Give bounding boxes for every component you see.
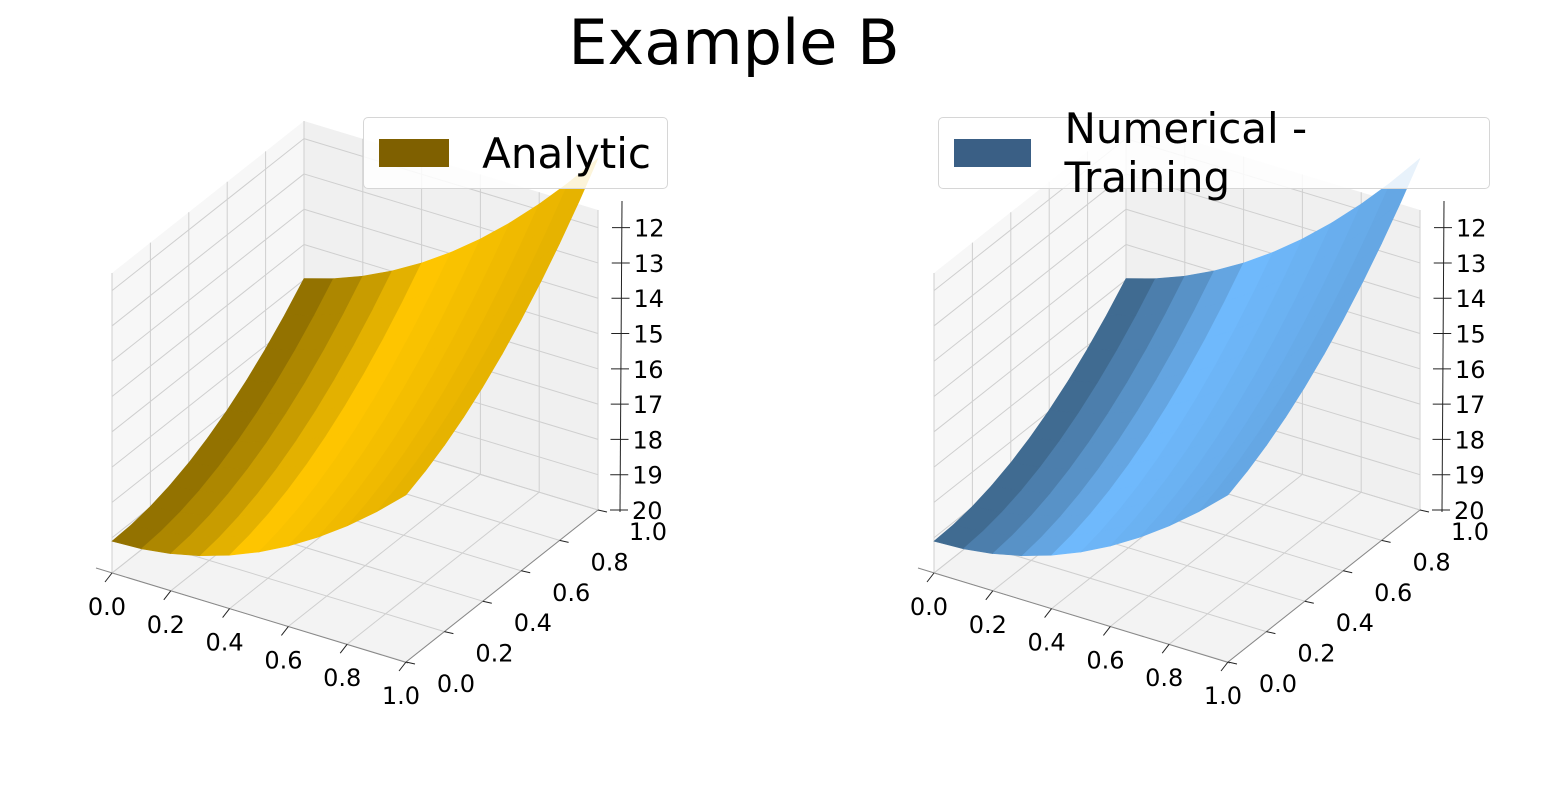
y-tick-label: 0.0 [1259,670,1297,698]
y-tick-label: 0.2 [1297,640,1335,668]
z-tick-label: 13 [634,250,665,278]
legend-label-analytic: Analytic [482,128,651,178]
legend-label-numerical: Numerical - Training [1064,104,1308,202]
y-tick-label: 0.2 [475,640,513,668]
surface-plot-numerical: 0.00.20.40.60.81.0 0.00.20.40.60.81.01213… [910,121,1489,710]
z-tick-label: 15 [1455,321,1486,349]
surface-plot-analytic: 0.00.20.40.60.81.0 0.00.20.40.60.81.01213… [88,121,667,710]
z-tick-label: 18 [1455,426,1486,454]
z-tick-label: 12 [1456,215,1487,243]
surface-patch [376,470,426,513]
legend-swatch-analytic [379,139,450,167]
surface-mesh [933,158,1421,557]
x-tick-label: 0.0 [88,593,126,621]
z-tick-label: 20 [632,497,663,525]
z-tick-label: 16 [1455,356,1486,384]
y-tick-label: 0.4 [1336,609,1374,637]
z-tick-label: 20 [1454,497,1485,525]
x-tick-label: 0.2 [147,611,185,639]
legend-numerical: Numerical - Training [938,104,1490,202]
z-tick-label: 13 [1456,250,1487,278]
x-tick-label: 0.6 [264,646,302,674]
legend-analytic: Analytic [363,117,668,189]
z-tick-label: 15 [633,321,664,349]
x-tick-label: 1.0 [1204,682,1242,710]
y-tick-label: 0.0 [437,670,475,698]
legend-swatch-numerical [954,139,1032,167]
z-tick-label: 19 [632,462,663,490]
z-tick-label: 18 [633,426,664,454]
y-tick-label: 0.6 [552,579,590,607]
x-tick-label: 0.2 [969,611,1007,639]
surface-mesh [111,158,599,557]
z-tick-label: 17 [1455,391,1486,419]
z-tick-label: 16 [633,356,664,384]
z-tick-label: 17 [633,391,664,419]
y-tick-label: 0.4 [514,609,552,637]
y-tick-label: 1.0 [629,518,667,546]
x-tick-label: 0.4 [206,629,244,657]
figure-title: Example B [568,6,900,79]
x-tick-label: 0.8 [323,664,361,692]
y-tick-label: 0.8 [591,548,629,576]
x-tick-label: 0.6 [1086,646,1124,674]
x-tick-label: 0.8 [1145,664,1183,692]
z-tick-label: 12 [634,215,665,243]
surface-patch [1198,470,1248,513]
x-tick-label: 0.4 [1028,629,1066,657]
y-tick-label: 1.0 [1451,518,1489,546]
z-tick-label: 14 [634,285,665,313]
x-tick-label: 1.0 [382,682,420,710]
y-tick-label: 0.8 [1413,548,1451,576]
x-tick-label: 0.0 [910,593,948,621]
y-tick-label: 0.6 [1374,579,1412,607]
z-tick-label: 19 [1454,462,1485,490]
z-tick-label: 14 [1456,285,1487,313]
